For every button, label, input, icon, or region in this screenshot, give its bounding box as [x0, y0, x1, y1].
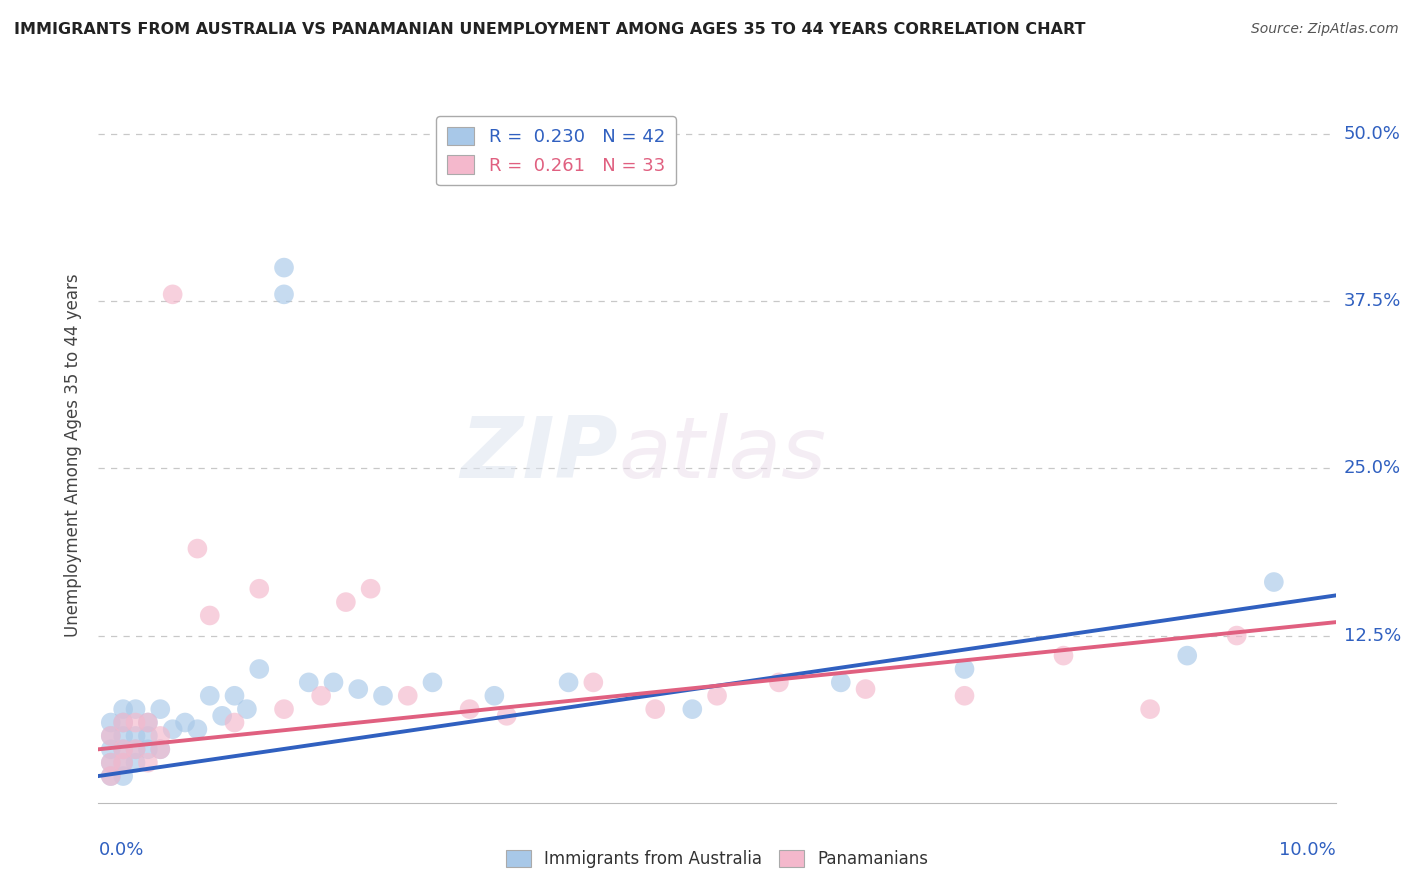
- Text: 10.0%: 10.0%: [1279, 841, 1336, 859]
- Text: 25.0%: 25.0%: [1344, 459, 1402, 477]
- Point: [136, 742, 159, 756]
- Point: [198, 608, 221, 623]
- Point: [112, 729, 135, 743]
- Text: 12.5%: 12.5%: [1344, 626, 1402, 645]
- Point: [298, 675, 321, 690]
- Point: [1263, 575, 1285, 590]
- Text: 37.5%: 37.5%: [1344, 292, 1402, 310]
- Point: [124, 756, 146, 770]
- Point: [224, 715, 246, 730]
- Point: [236, 702, 259, 716]
- Point: [149, 729, 172, 743]
- Point: [335, 595, 357, 609]
- Point: [124, 742, 146, 756]
- Point: [124, 715, 146, 730]
- Point: [100, 756, 122, 770]
- Point: [830, 675, 852, 690]
- Point: [273, 702, 295, 716]
- Point: [136, 756, 159, 770]
- Text: Source: ZipAtlas.com: Source: ZipAtlas.com: [1251, 22, 1399, 37]
- Point: [112, 756, 135, 770]
- Point: [149, 702, 172, 716]
- Point: [371, 689, 394, 703]
- Point: [100, 769, 122, 783]
- Point: [247, 582, 270, 596]
- Point: [484, 689, 506, 703]
- Point: [186, 541, 208, 556]
- Point: [198, 689, 221, 703]
- Point: [644, 702, 666, 716]
- Point: [149, 742, 172, 756]
- Point: [247, 662, 270, 676]
- Point: [953, 689, 976, 703]
- Point: [162, 723, 184, 737]
- Point: [100, 742, 122, 756]
- Point: [706, 689, 728, 703]
- Point: [1052, 648, 1074, 663]
- Point: [273, 260, 295, 275]
- Text: ZIP: ZIP: [460, 413, 619, 497]
- Point: [322, 675, 344, 690]
- Point: [273, 287, 295, 301]
- Point: [100, 729, 122, 743]
- Point: [136, 715, 159, 730]
- Point: [112, 702, 135, 716]
- Point: [422, 675, 444, 690]
- Point: [112, 769, 135, 783]
- Point: [396, 689, 419, 703]
- Point: [557, 675, 579, 690]
- Point: [112, 742, 135, 756]
- Point: [347, 681, 370, 696]
- Point: [1175, 648, 1198, 663]
- Point: [112, 756, 135, 770]
- Point: [458, 702, 481, 716]
- Point: [768, 675, 790, 690]
- Text: 0.0%: 0.0%: [98, 841, 143, 859]
- Point: [309, 689, 332, 703]
- Point: [162, 287, 184, 301]
- Point: [495, 708, 517, 723]
- Point: [953, 662, 976, 676]
- Point: [100, 769, 122, 783]
- Point: [582, 675, 605, 690]
- Point: [112, 715, 135, 730]
- Point: [224, 689, 246, 703]
- Point: [100, 756, 122, 770]
- Point: [1226, 628, 1249, 642]
- Point: [1139, 702, 1161, 716]
- Text: atlas: atlas: [619, 413, 827, 497]
- Point: [124, 702, 146, 716]
- Point: [149, 742, 172, 756]
- Point: [112, 742, 135, 756]
- Point: [124, 729, 146, 743]
- Text: IMMIGRANTS FROM AUSTRALIA VS PANAMANIAN UNEMPLOYMENT AMONG AGES 35 TO 44 YEARS C: IMMIGRANTS FROM AUSTRALIA VS PANAMANIAN …: [14, 22, 1085, 37]
- Point: [100, 729, 122, 743]
- Point: [211, 708, 233, 723]
- Point: [112, 715, 135, 730]
- Legend: Immigrants from Australia, Panamanians: Immigrants from Australia, Panamanians: [499, 843, 935, 874]
- Point: [136, 729, 159, 743]
- Text: 50.0%: 50.0%: [1344, 125, 1400, 143]
- Point: [100, 715, 122, 730]
- Point: [360, 582, 382, 596]
- Point: [174, 715, 197, 730]
- Point: [136, 715, 159, 730]
- Point: [124, 742, 146, 756]
- Point: [681, 702, 703, 716]
- Point: [855, 681, 877, 696]
- Y-axis label: Unemployment Among Ages 35 to 44 years: Unemployment Among Ages 35 to 44 years: [65, 273, 83, 637]
- Point: [186, 723, 208, 737]
